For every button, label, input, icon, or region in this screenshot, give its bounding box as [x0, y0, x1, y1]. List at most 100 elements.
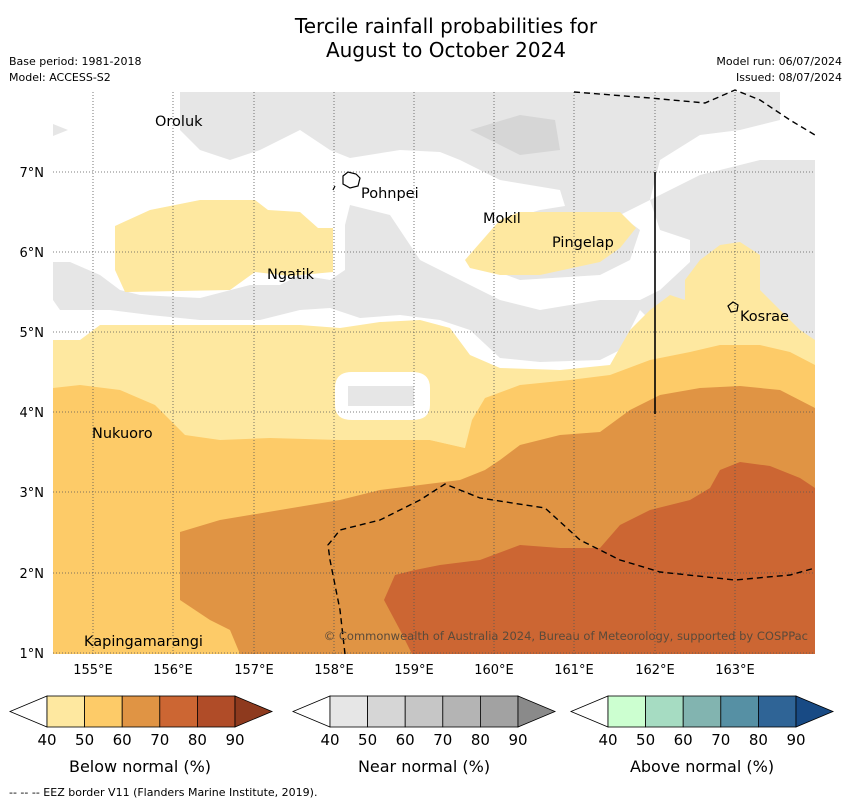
colorbar-near-over-arrow	[517, 695, 557, 728]
colorbar-below-over-arrow	[234, 695, 274, 728]
title-line-1: Tercile rainfall probabilities for	[294, 14, 598, 38]
colorbar-above-segment	[720, 695, 759, 728]
near-normal-region-center	[53, 160, 815, 362]
eez-border-south	[327, 483, 816, 655]
eez-border-north	[573, 89, 816, 136]
colorbar-near-segment	[479, 695, 519, 728]
colorbar-above-tick: 60	[674, 731, 693, 749]
colorbar-above-tick: 40	[598, 731, 617, 749]
colorbar-above-tick: 70	[711, 731, 730, 749]
below-40-50-under-oval	[340, 422, 465, 448]
meta-right: Model run: 06/07/2024 Issued: 08/07/2024	[716, 54, 842, 86]
colorbar-below-under-arrow	[8, 695, 48, 728]
lon-label: 155°E	[73, 663, 113, 678]
colorbar-near-segment	[404, 695, 444, 728]
lon-label: 163°E	[715, 663, 755, 678]
pohnpei-reef-mark	[332, 185, 336, 191]
place-kosrae: Kosrae	[740, 309, 789, 325]
place-oroluk: Oroluk	[155, 114, 203, 130]
colorbar-below-normal: 40 50 60 70 80 90	[8, 695, 274, 749]
below-40-50-west-blob	[115, 200, 333, 292]
colorbar-above-segment	[682, 695, 722, 728]
colorbar-near-tick: 60	[396, 731, 415, 749]
title-line-2: August to October 2024	[325, 38, 567, 62]
colorbar-near-label: Near normal (%)	[358, 757, 490, 776]
kosrae-island-icon	[727, 301, 739, 313]
colorbar-below-tick: 70	[150, 731, 169, 749]
colorbar-below-segment	[84, 695, 123, 728]
place-nukuoro: Nukuoro	[92, 426, 153, 442]
lon-label: 162°E	[635, 663, 675, 678]
model-name: Model: ACCESS-S2	[9, 71, 111, 84]
lon-label: 159°E	[394, 663, 434, 678]
place-kapingamarangi: Kapingamarangi	[84, 634, 203, 650]
colorbar-near-tick: 50	[358, 731, 377, 749]
colorbar-above-under-arrow	[569, 695, 609, 728]
colorbar-near-segment	[367, 695, 406, 728]
colorbar-below-tick: 90	[225, 731, 244, 749]
lon-label: 156°E	[153, 663, 193, 678]
lat-label: 3°N	[20, 486, 45, 501]
base-period: Base period: 1981-2018	[9, 55, 142, 68]
colorbar-above-tick: 90	[786, 731, 805, 749]
place-ngatik: Ngatik	[267, 267, 315, 283]
pohnpei-island-icon	[342, 171, 361, 189]
model-run: Model run: 06/07/2024	[716, 55, 842, 68]
place-mokil: Mokil	[483, 211, 521, 227]
copyright-notice: © Commonwealth of Australia 2024, Bureau…	[324, 629, 808, 643]
colorbar-below-tick: 60	[113, 731, 132, 749]
colorbar-near-segment	[442, 695, 481, 728]
chart-title: Tercile rainfall probabilities for Augus…	[0, 14, 850, 62]
lon-label: 161°E	[554, 663, 594, 678]
probability-layers	[53, 92, 815, 654]
place-pingelap: Pingelap	[552, 235, 614, 251]
place-pohnpei: Pohnpei	[361, 186, 419, 202]
colorbar-above-normal: 40 50 60 70 80 90	[569, 695, 835, 749]
colorbar-above-over-arrow	[795, 695, 835, 728]
eez-footnote: -- -- -- EEZ border V11 (Flanders Marine…	[9, 786, 318, 799]
colorbar-below-segment	[196, 695, 236, 728]
colorbar-below-label: Below normal (%)	[69, 757, 211, 776]
colorbar-below-tick: 80	[188, 731, 207, 749]
colorbar-above-tick: 80	[749, 731, 768, 749]
colorbar-below-segment	[46, 695, 85, 728]
issued-date: Issued: 08/07/2024	[735, 71, 842, 84]
latitude-labels: 7°N 6°N 5°N 4°N 3°N 2°N 1°N	[20, 166, 45, 662]
near-normal-region-west	[53, 124, 68, 136]
near-normal-darker-patch	[470, 115, 560, 155]
near-normal-oval	[348, 386, 414, 406]
colorbar-above-segment	[645, 695, 684, 728]
lat-label: 6°N	[20, 246, 45, 261]
colorbar-near-under-arrow	[291, 695, 331, 728]
lat-label: 1°N	[20, 647, 45, 662]
below-70-80-region	[384, 462, 815, 654]
island-outlines	[332, 171, 739, 313]
colorbar-near-tick: 70	[433, 731, 452, 749]
colorbar-below-segment	[159, 695, 198, 728]
colorbar-near-tick: 90	[508, 731, 527, 749]
colorbar-near-normal: 40 50 60 70 80 90	[291, 695, 557, 749]
colorbar-above-label: Above normal (%)	[630, 757, 774, 776]
colorbar-near-tick: 80	[471, 731, 490, 749]
colorbar-above-segment	[607, 695, 646, 728]
lat-label: 4°N	[20, 406, 45, 421]
eez-borders	[327, 89, 816, 655]
colorbar-near-tick: 40	[320, 731, 339, 749]
colorbar-near-segment	[329, 695, 368, 728]
lon-label: 158°E	[314, 663, 354, 678]
below-40-50-east-blob	[465, 212, 636, 275]
meta-left: Base period: 1981-2018 Model: ACCESS-S2	[9, 54, 141, 86]
longitude-labels: 155°E 156°E 157°E 158°E 159°E 160°E 161°…	[73, 663, 755, 678]
lat-label: 5°N	[20, 326, 45, 341]
place-labels: Oroluk Pohnpei Mokil Pingelap Ngatik Kos…	[84, 114, 789, 650]
colorbar-below-tick: 50	[75, 731, 94, 749]
colorbar-above-segment	[758, 695, 797, 728]
lat-label: 7°N	[20, 166, 45, 181]
colorbar-above-tick: 50	[636, 731, 655, 749]
lat-label: 2°N	[20, 567, 45, 582]
colorbar-below-tick: 40	[37, 731, 56, 749]
colorbar-below-segment	[121, 695, 161, 728]
lon-label: 157°E	[234, 663, 274, 678]
lon-label: 160°E	[474, 663, 514, 678]
